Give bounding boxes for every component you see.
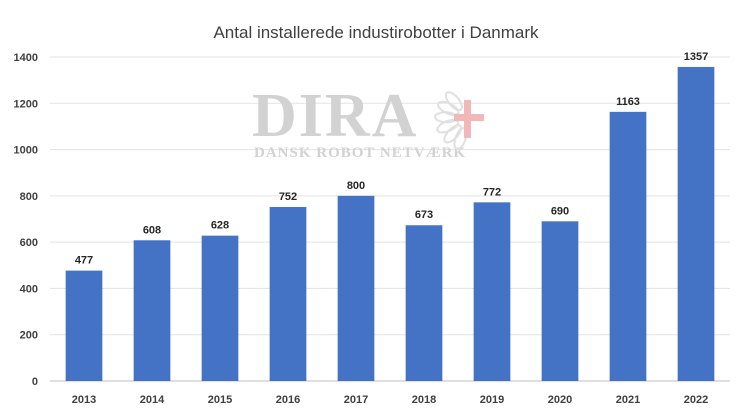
y-tick-label: 0	[32, 376, 38, 388]
y-tick-label: 600	[20, 237, 38, 249]
x-tick-label: 2021	[616, 394, 640, 406]
watermark-logo-text: DIRA	[252, 82, 418, 150]
data-label-2020: 690	[551, 205, 569, 217]
x-tick-label: 2020	[548, 394, 572, 406]
x-tick-label: 2019	[480, 394, 504, 406]
y-tick-label: 800	[20, 191, 38, 203]
data-label-2016: 752	[279, 191, 297, 203]
bar-2022	[677, 66, 715, 382]
robot-hand-logo-icon	[434, 91, 484, 151]
bar-2015	[201, 235, 239, 381]
chart-title: Antal installerede industirobotter i Dan…	[213, 23, 539, 42]
logo-petal	[443, 124, 463, 144]
bar-2013	[65, 270, 103, 381]
data-labels: 477 608 628 752 800 673 772 690 1163 1357	[75, 51, 708, 267]
logo-cross-vertical	[464, 100, 471, 138]
bar-2020	[541, 221, 579, 381]
bar-2014	[133, 240, 171, 381]
y-tick-label: 200	[20, 330, 38, 342]
x-tick-label: 2013	[72, 394, 96, 406]
data-label-2018: 673	[415, 209, 433, 221]
x-tick-label: 2015	[208, 394, 232, 406]
x-axis-ticks: 2013 2014 2015 2016 2017 2018 2019 2020 2021 2022	[72, 394, 708, 406]
bar-2016	[269, 206, 307, 381]
logo-petal	[444, 91, 463, 112]
y-tick-label: 400	[20, 283, 38, 295]
x-tick-label: 2018	[412, 394, 436, 406]
y-axis-ticks: 0 200 400 600 800 1000 1200 1400	[14, 52, 38, 388]
data-label-2022: 1357	[684, 51, 708, 63]
y-tick-label: 1200	[14, 98, 38, 110]
x-tick-label: 2014	[140, 394, 165, 406]
data-label-2017: 800	[347, 180, 365, 192]
dira-watermark: DIRA DANSK ROBOT NETVÆRK	[252, 82, 484, 161]
y-tick-label: 1000	[14, 145, 38, 157]
bar-2021	[609, 111, 647, 381]
data-label-2014: 608	[143, 224, 161, 236]
data-label-2015: 628	[211, 220, 229, 232]
data-label-2021: 1163	[616, 96, 640, 108]
bar-2019	[473, 202, 511, 381]
bar-2017	[337, 195, 375, 381]
y-tick-label: 1400	[14, 52, 38, 64]
data-label-2019: 772	[483, 186, 501, 198]
watermark-tagline: DANSK ROBOT NETVÆRK	[254, 145, 466, 161]
x-tick-label: 2017	[344, 394, 368, 406]
bars	[65, 66, 715, 382]
bar-2018	[405, 225, 443, 381]
x-tick-label: 2022	[684, 394, 708, 406]
data-label-2013: 477	[75, 255, 93, 267]
x-tick-label: 2016	[276, 394, 300, 406]
